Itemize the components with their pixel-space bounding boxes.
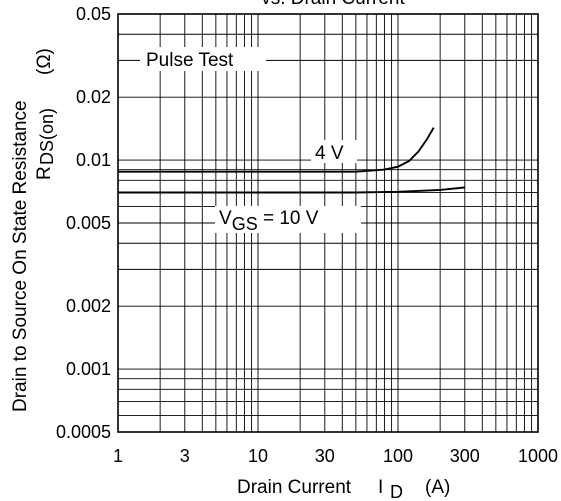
x-axis-unit: (A)	[425, 477, 450, 498]
y-tick-labels: 0.05 0.02 0.01 0.005 0.002 0.001 0.0005	[56, 4, 111, 442]
x-axis-label: Drain Current	[237, 477, 352, 498]
x-tick-label: 300	[450, 446, 480, 466]
x-axis-subscript: D	[390, 482, 403, 501]
x-tick-labels: 1 3 10 30 100 300 1000	[113, 446, 558, 466]
x-tick-label: 1000	[518, 446, 558, 466]
vgs10-label: VGS = 10 V	[219, 208, 319, 234]
y-tick-label: 0.01	[76, 150, 111, 170]
x-tick-label: 30	[315, 446, 335, 466]
x-tick-label: 1	[113, 446, 123, 466]
vgs4-label: 4 V	[315, 143, 344, 164]
x-axis-symbol: I	[378, 477, 383, 498]
y-tick-label: 0.005	[66, 213, 111, 233]
x-tick-label: 10	[248, 446, 268, 466]
y-axis-label: Drain to Source On State Resistance	[10, 100, 31, 412]
vgs10-sub: GS	[232, 214, 258, 234]
y-tick-label: 0.0005	[56, 422, 111, 442]
y-axis-subscript: DS(on)	[37, 108, 57, 165]
chart-title: vs. Drain Current	[261, 0, 405, 9]
y-tick-label: 0.002	[66, 296, 111, 316]
y-axis-unit: (Ω)	[34, 48, 55, 75]
pulse-test-label: Pulse Test	[146, 50, 234, 71]
series-lines	[118, 127, 465, 194]
x-tick-label: 100	[383, 446, 413, 466]
vgs4-bg	[311, 140, 357, 163]
pulse-test-bg	[140, 47, 266, 71]
y-axis-symbol: R	[34, 166, 55, 180]
series-line-4v	[118, 127, 435, 173]
vgs10-bg	[215, 206, 361, 233]
y-tick-label: 0.02	[76, 87, 111, 107]
y-tick-label: 0.05	[76, 4, 111, 24]
plot-frame	[117, 13, 539, 433]
vgs10-rest: = 10 V	[258, 208, 319, 229]
vgs10-v: V	[219, 208, 232, 229]
x-tick-label: 3	[180, 446, 190, 466]
y-tick-label: 0.001	[66, 359, 111, 379]
series-line-vgs10v	[118, 186, 465, 194]
